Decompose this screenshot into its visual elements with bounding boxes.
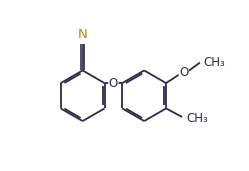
- Text: CH₃: CH₃: [186, 112, 208, 125]
- Text: CH₃: CH₃: [204, 56, 225, 69]
- Text: O: O: [109, 77, 118, 90]
- Text: N: N: [78, 28, 87, 41]
- Text: O: O: [179, 66, 188, 79]
